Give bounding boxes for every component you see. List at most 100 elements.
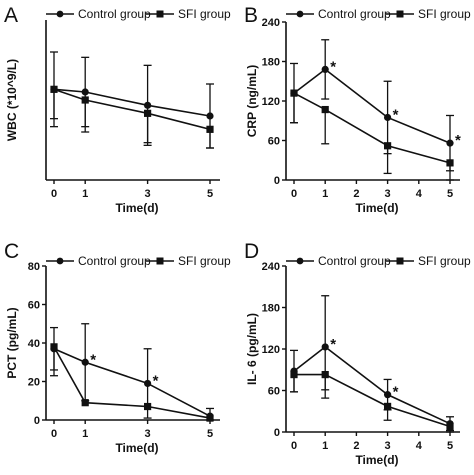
data-point-circle <box>384 113 392 122</box>
x-tick-label: 1 <box>82 428 88 440</box>
panel-c: C 0 20 40 60 80 0 1 3 5 Time(d) PCT (pg/mL) Control … <box>4 240 231 455</box>
data-point-square <box>50 85 58 93</box>
data-point-square <box>321 105 329 114</box>
y-tick-label: 0 <box>274 427 280 439</box>
legend-marker-circle <box>296 257 304 265</box>
legend-label: Control group <box>318 7 391 21</box>
data-point-circle <box>81 358 89 366</box>
data-point-circle <box>446 139 454 147</box>
series-line <box>53 88 211 131</box>
legend-label: Control group <box>318 254 391 268</box>
significance-star: * <box>330 58 336 75</box>
data-point-square <box>144 402 152 411</box>
y-tick-label: 60 <box>28 300 40 312</box>
x-tick-label: 5 <box>447 440 453 452</box>
panel-letter: C <box>4 240 19 263</box>
legend: Control group SFI group <box>46 254 231 268</box>
y-tick-label: 180 <box>262 303 280 315</box>
legend-marker-square <box>396 10 404 18</box>
y-tick-label: 60 <box>268 386 280 398</box>
series-line <box>293 345 451 425</box>
panel-d: D 0 60 120 180 240 0 1 2 3 4 5 Time(d) IL- 6 (pg/mL) C… <box>244 240 471 467</box>
x-tick-label: 1 <box>82 188 88 200</box>
x-axis-label: Time(d) <box>115 201 158 215</box>
legend-marker-square <box>156 257 164 265</box>
data-point-circle <box>144 379 152 388</box>
data-point-square <box>206 125 214 133</box>
x-tick-label: 3 <box>385 440 391 452</box>
x-tick-label: 0 <box>51 188 57 200</box>
data-point-square <box>81 96 89 104</box>
series-line <box>293 68 451 144</box>
series-line <box>294 373 451 428</box>
y-tick-label: 240 <box>262 17 280 29</box>
legend-marker-square <box>156 10 164 18</box>
data-point-circle <box>384 391 392 399</box>
significance-star: * <box>455 132 461 149</box>
x-tick-label: 3 <box>385 188 391 200</box>
significance-star: * <box>90 351 96 368</box>
legend: Control group SFI group <box>286 254 471 268</box>
data-point-circle <box>321 343 329 351</box>
legend-label: Control group <box>78 254 151 268</box>
legend-marker-circle <box>56 257 64 265</box>
data-point-square <box>144 109 152 117</box>
data-point-circle <box>206 112 214 120</box>
series-line <box>53 348 211 417</box>
significance-star: * <box>393 106 399 123</box>
data-point-square <box>446 422 454 431</box>
series-line <box>53 346 211 419</box>
data-point-square <box>206 414 214 422</box>
series-sfi <box>50 85 214 149</box>
x-tick-label: 1 <box>322 440 328 452</box>
significance-star: * <box>330 336 336 353</box>
legend: Control group SFI group <box>286 7 471 21</box>
data-point-square <box>321 370 329 379</box>
panel-letter: D <box>244 240 259 263</box>
series-control <box>50 51 214 149</box>
series-line <box>53 88 211 117</box>
y-tick-label: 120 <box>262 96 280 108</box>
x-tick-label: 3 <box>145 428 151 440</box>
data-point-circle <box>81 88 89 96</box>
y-axis-label: CRP (ng/mL) <box>245 65 259 137</box>
x-axis-label: Time(d) <box>355 453 398 467</box>
panel-letter: A <box>4 4 18 27</box>
x-tick-label: 1 <box>322 188 328 200</box>
significance-star: * <box>153 372 159 389</box>
x-tick-label: 2 <box>353 440 359 452</box>
series-sfi <box>290 89 454 181</box>
x-tick-label: 5 <box>207 428 213 440</box>
x-tick-label: 2 <box>353 188 359 200</box>
x-tick-label: 0 <box>51 428 57 440</box>
y-tick-label: 180 <box>262 57 280 69</box>
significance-star: * <box>393 384 399 401</box>
y-tick-label: 20 <box>28 377 40 389</box>
legend-label: SFI group <box>178 7 231 21</box>
x-tick-label: 0 <box>291 188 297 200</box>
series-control: ** <box>290 295 454 432</box>
y-tick-label: 0 <box>274 175 280 187</box>
y-tick-label: 60 <box>268 136 280 148</box>
data-point-square <box>384 402 392 411</box>
y-tick-label: 40 <box>28 338 40 350</box>
series-sfi <box>290 370 454 433</box>
x-tick-label: 3 <box>145 188 151 200</box>
y-axis-label: IL- 6 (pg/mL) <box>245 313 259 385</box>
data-point-circle <box>321 65 329 73</box>
legend-label: SFI group <box>178 254 231 268</box>
data-point-square <box>384 142 392 150</box>
data-point-square <box>290 370 298 379</box>
x-tick-label: 4 <box>416 188 423 200</box>
x-tick-label: 4 <box>416 440 423 452</box>
x-tick-label: 5 <box>207 188 213 200</box>
x-axis-label: Time(d) <box>115 441 158 455</box>
y-tick-label: 120 <box>262 344 280 356</box>
y-axis-label: PCT (pg/mL) <box>5 307 19 378</box>
data-point-circle <box>144 101 152 109</box>
y-axis-label: WBC (*10^9/L) <box>5 59 19 141</box>
x-tick-label: 0 <box>291 440 297 452</box>
legend-label: Control group <box>78 7 151 21</box>
data-point-square <box>50 343 58 351</box>
y-tick-label: 80 <box>28 261 40 273</box>
